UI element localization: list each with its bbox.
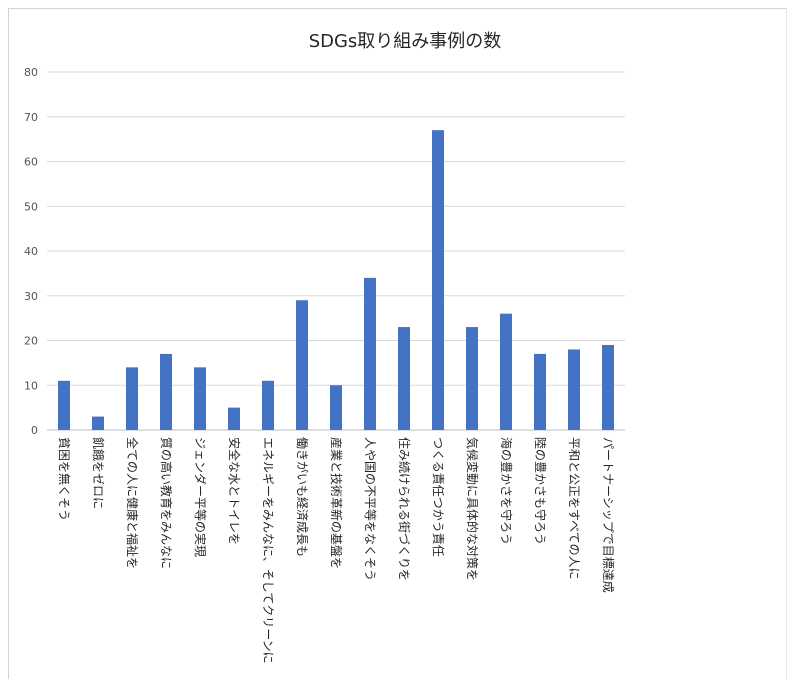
- bar: [160, 353, 172, 430]
- category-label: 質の高い教育をみんなに: [159, 437, 174, 569]
- category-label: 住み続けられる街づくりを: [397, 437, 411, 581]
- bar: [568, 349, 580, 430]
- chart-title: SDGs取り組み事例の数: [309, 31, 502, 52]
- bar: [296, 300, 308, 430]
- category-label: つくる責任つかう責任: [431, 437, 445, 557]
- bar: [602, 344, 614, 430]
- y-tick-label: 70: [24, 111, 38, 124]
- category-label: 気候変動に具体的な対策を: [465, 437, 480, 581]
- category-labels: 貧困を無くそう 飢餓をゼロに 全ての人に健康と福祉を 質の高い教育をみんなに ジェンダー…: [57, 437, 615, 664]
- chart-frame: [8, 8, 787, 679]
- category-label: 貧困を無くそう: [57, 437, 72, 521]
- y-tick-label: 10: [24, 379, 38, 392]
- gridlines: [47, 71, 625, 431]
- y-tick-label: 30: [24, 290, 38, 303]
- bar: [534, 353, 546, 430]
- y-tick-label: 0: [31, 424, 38, 437]
- category-label: パートナーシップで目標達成: [601, 437, 615, 593]
- bar: [228, 407, 240, 430]
- bar: [58, 380, 70, 430]
- y-tick-label: 50: [24, 200, 38, 213]
- bar: [398, 327, 410, 430]
- y-tick-label: 80: [24, 66, 38, 79]
- bar: [500, 313, 512, 430]
- bar: [262, 380, 274, 430]
- bar: [330, 385, 342, 430]
- category-label: 全ての人に健康と福祉を: [125, 437, 140, 569]
- bar: [126, 367, 138, 430]
- bar: [466, 327, 478, 430]
- category-label: ジェンダー平等の実現: [193, 437, 208, 557]
- bar: [432, 130, 444, 431]
- category-label: 安全な水とトイレを: [227, 437, 242, 545]
- category-label: 平和と公正をすべての人に: [567, 437, 581, 580]
- bar: [92, 416, 104, 430]
- category-label: 人や国の不平等をなくそう: [363, 437, 377, 581]
- category-label: エネルギーをみんなに、そしてクリーンに: [261, 437, 275, 664]
- bars: [58, 130, 614, 431]
- category-label: 海の豊かさを守ろう: [499, 437, 514, 545]
- y-axis-ticks: 0 10 20 30 40 50 60 70 80: [24, 66, 38, 437]
- category-label: 陸の豊かさも守ろう: [533, 437, 547, 545]
- bar: [194, 367, 206, 430]
- category-label: 飢餓をゼロに: [91, 437, 106, 509]
- category-label: 産業と技術革新の基盤を: [329, 437, 344, 569]
- y-tick-label: 60: [24, 156, 38, 169]
- y-tick-label: 20: [24, 335, 38, 348]
- category-label: 働きがいも経済成長も: [295, 437, 310, 557]
- y-tick-label: 40: [24, 245, 38, 258]
- bar: [364, 277, 376, 430]
